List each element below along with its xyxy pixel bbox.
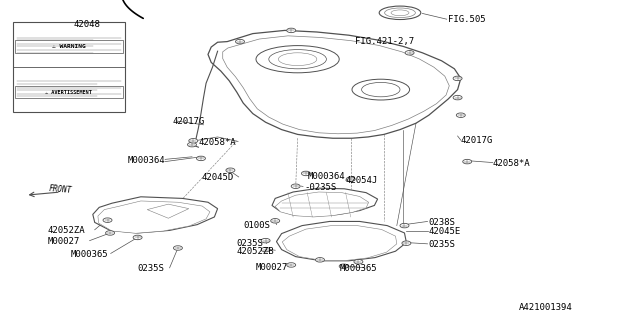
Bar (15, 86, 123, 98)
Circle shape (287, 263, 296, 267)
Circle shape (287, 28, 296, 33)
Text: M000365: M000365 (339, 264, 377, 273)
Ellipse shape (379, 6, 421, 20)
Circle shape (316, 258, 324, 262)
Circle shape (405, 51, 414, 55)
Text: FIG.421-2,7: FIG.421-2,7 (355, 37, 414, 46)
Circle shape (188, 142, 196, 147)
Circle shape (103, 218, 112, 222)
Text: 0235S: 0235S (138, 264, 164, 273)
Bar (15, 40, 123, 53)
Text: 0235S: 0235S (429, 240, 456, 249)
Circle shape (400, 223, 409, 228)
Text: 42045E: 42045E (429, 228, 461, 236)
Polygon shape (208, 30, 461, 138)
Polygon shape (282, 226, 397, 260)
Polygon shape (147, 204, 189, 218)
Ellipse shape (391, 10, 409, 16)
Circle shape (291, 184, 300, 188)
Circle shape (346, 177, 355, 181)
Polygon shape (275, 192, 369, 217)
Text: 42048: 42048 (74, 20, 100, 28)
Polygon shape (272, 188, 378, 216)
Text: M00027: M00027 (256, 263, 288, 272)
Text: 42052ZA: 42052ZA (48, 226, 86, 235)
Circle shape (261, 238, 270, 243)
Circle shape (456, 113, 465, 117)
Text: 0238S: 0238S (429, 218, 456, 227)
Circle shape (354, 260, 363, 264)
Text: 42058*A: 42058*A (493, 159, 531, 168)
Text: M000365: M000365 (70, 250, 108, 259)
Ellipse shape (256, 46, 339, 73)
Polygon shape (223, 36, 449, 134)
Circle shape (463, 159, 472, 164)
Circle shape (226, 168, 235, 172)
Circle shape (339, 264, 348, 268)
Text: 42017G: 42017G (461, 136, 493, 145)
Text: 42058*A: 42058*A (198, 138, 236, 147)
Text: 0100S: 0100S (243, 221, 270, 230)
Text: M00027: M00027 (48, 237, 80, 246)
Text: ⚠ WARNING: ⚠ WARNING (52, 44, 86, 49)
Text: M000364: M000364 (128, 156, 166, 164)
Text: FRONT: FRONT (48, 184, 72, 195)
Text: -0235S: -0235S (304, 183, 336, 192)
Circle shape (106, 231, 115, 235)
Circle shape (189, 139, 198, 143)
Text: 0235S: 0235S (237, 239, 264, 248)
Circle shape (301, 171, 310, 176)
Text: A421001394: A421001394 (518, 303, 572, 312)
Circle shape (196, 156, 205, 161)
Circle shape (261, 247, 270, 252)
Circle shape (133, 235, 142, 240)
Ellipse shape (362, 83, 400, 97)
Ellipse shape (352, 79, 410, 100)
Polygon shape (98, 201, 210, 233)
Text: 42017G: 42017G (173, 117, 205, 126)
Circle shape (453, 95, 462, 100)
Text: 42052ZB: 42052ZB (237, 247, 275, 256)
Polygon shape (276, 221, 406, 261)
Text: FIG.505: FIG.505 (448, 15, 486, 24)
Ellipse shape (269, 50, 326, 69)
Polygon shape (93, 197, 218, 233)
Circle shape (453, 76, 462, 81)
Ellipse shape (278, 53, 317, 66)
Text: 42045D: 42045D (202, 173, 234, 182)
Circle shape (402, 241, 411, 245)
Text: 42054J: 42054J (346, 176, 378, 185)
Text: M000364: M000364 (307, 172, 345, 180)
Bar (13, 22, 125, 112)
Circle shape (236, 39, 244, 44)
Circle shape (173, 246, 182, 250)
Text: ⚠ AVERTISSEMENT: ⚠ AVERTISSEMENT (45, 90, 92, 95)
Circle shape (271, 219, 280, 223)
Ellipse shape (385, 8, 415, 18)
